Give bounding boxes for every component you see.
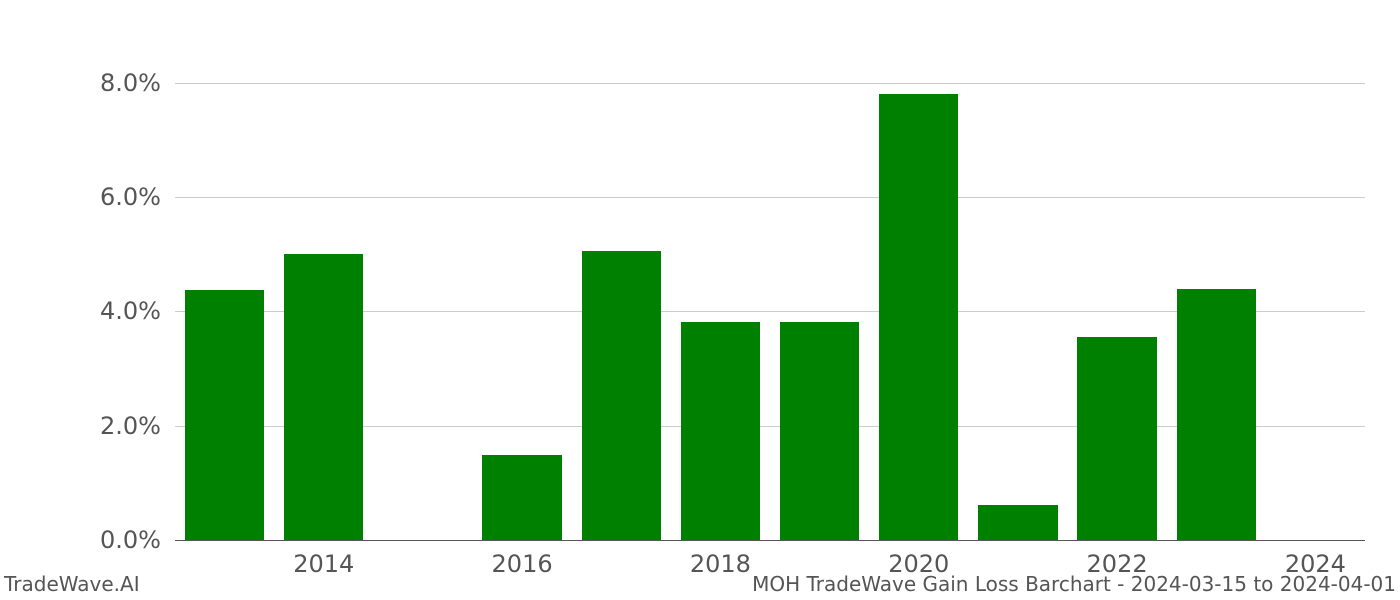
plot-area: 0.0%2.0%4.0%6.0%8.0%20142016201820202022… [175, 60, 1365, 541]
bar [978, 505, 1057, 540]
figure: 0.0%2.0%4.0%6.0%8.0%20142016201820202022… [0, 0, 1400, 600]
bar [185, 290, 264, 540]
bar [681, 322, 760, 540]
bar [780, 322, 859, 540]
gridline [175, 83, 1365, 84]
bar [879, 94, 958, 540]
y-tick-label: 2.0% [100, 412, 175, 440]
y-tick-label: 0.0% [100, 526, 175, 554]
bar [1077, 337, 1156, 540]
bar [1177, 289, 1256, 540]
y-tick-label: 6.0% [100, 183, 175, 211]
footer-left-text: TradeWave.AI [4, 572, 140, 596]
bar [284, 254, 363, 540]
gridline [175, 197, 1365, 198]
bar [582, 251, 661, 540]
x-tick-label: 2014 [293, 540, 354, 578]
footer-right-text: MOH TradeWave Gain Loss Barchart - 2024-… [752, 572, 1396, 596]
x-tick-label: 2016 [492, 540, 553, 578]
y-tick-label: 8.0% [100, 69, 175, 97]
y-tick-label: 4.0% [100, 297, 175, 325]
bar [482, 455, 561, 540]
x-tick-label: 2018 [690, 540, 751, 578]
